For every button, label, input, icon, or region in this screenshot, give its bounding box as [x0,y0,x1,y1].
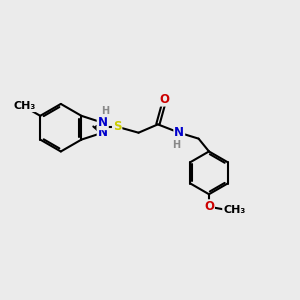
Text: O: O [160,93,170,106]
Text: N: N [98,126,108,139]
Text: CH₃: CH₃ [14,101,36,111]
Text: CH₃: CH₃ [223,205,245,215]
Text: H: H [101,106,110,116]
Text: O: O [204,200,214,213]
Text: H: H [172,140,180,150]
Text: S: S [113,120,122,133]
Text: N: N [174,126,184,139]
Text: N: N [98,116,108,129]
